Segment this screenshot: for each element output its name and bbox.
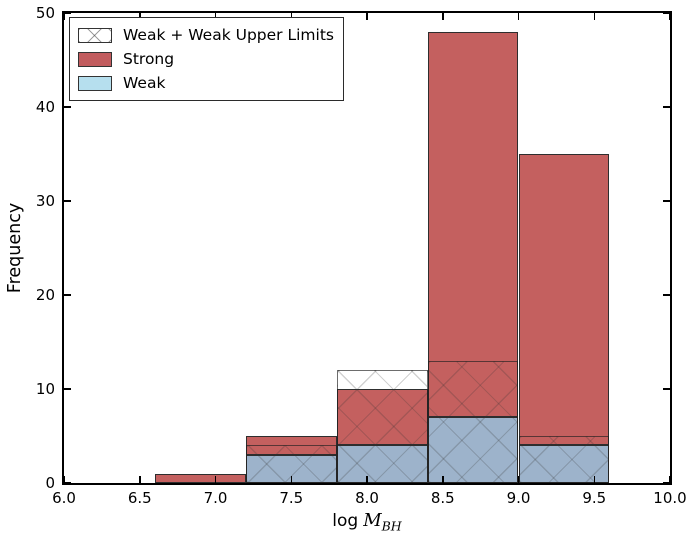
x-tick-label: 8.5 [430,489,455,507]
x-tick-labels: 6.0 6.5 7.0 7.5 8.0 8.5 9.0 9.5 10.0 [52,489,687,509]
legend-label-weak: Weak [123,74,166,92]
x-tick-bottom [214,476,217,483]
y-tick-right [663,200,670,202]
x-tick-label: 7.5 [279,489,304,507]
y-tick-right [663,388,670,390]
y-tick-left [64,13,71,14]
y-tick-left [64,388,71,390]
y-tick-left [64,200,71,202]
legend-swatch-strong-icon [78,51,112,67]
x-tick-top [139,13,141,20]
bar-segment-strong [518,154,610,446]
x-tick-label: 9.5 [582,489,607,507]
legend-swatch-hatched-icon [78,27,112,43]
bar-segment-hatched-overlay [518,436,610,483]
y-tick-label: 10 [35,380,55,398]
x-tick-top [290,13,292,20]
legend-swatch-weak-icon [78,75,112,91]
y-tick-label: 0 [45,474,55,492]
legend-label-weak-upper-limits: Weak + Weak Upper Limits [123,26,334,44]
y-tick-left [64,294,71,296]
y-tick-left [64,482,71,483]
y-tick-right [663,482,670,483]
x-axis-label-variable: M [363,510,382,531]
x-tick-top [593,13,595,20]
bar-segment-hatched-overlay [336,370,428,483]
legend-label-strong: Strong [123,50,175,68]
bar-segment-strong [154,473,246,483]
x-tick-top [669,13,670,20]
y-tick-labels: 0 10 20 30 40 50 [0,4,55,492]
x-tick-bottom [517,476,520,483]
legend-item-weak: Weak [78,73,334,93]
x-tick-bottom [366,476,368,483]
x-tick-top [442,13,444,20]
bar-segment-hatched-overlay [427,360,519,483]
bar-segment-strong [427,31,519,418]
x-tick-label: 8.0 [355,489,379,507]
x-tick-top [214,13,217,20]
y-tick-label: 30 [35,192,55,210]
x-tick-bottom [593,476,595,483]
legend: Weak + Weak Upper Limits Strong Weak [69,17,344,101]
x-tick-label: 6.0 [52,489,76,507]
x-tick-label: 10.0 [653,489,687,507]
x-tick-label: 6.5 [127,489,152,507]
x-tick-bottom [442,476,444,483]
y-tick-label: 20 [35,286,55,304]
x-axis-label-log: log [332,511,359,531]
y-tick-right [663,13,670,14]
x-tick-label: 9.0 [506,489,531,507]
legend-item-strong: Strong [78,49,334,69]
x-tick-bottom [290,476,292,483]
y-tick-label: 40 [35,98,55,116]
plot-canvas [64,13,670,483]
y-tick-right [663,294,670,296]
x-tick-bottom [139,476,141,483]
x-tick-top [517,13,520,20]
x-tick-top [64,13,65,20]
x-tick-bottom [64,476,65,483]
x-tick-bottom [669,476,670,483]
legend-item-weak-upper-limits: Weak + Weak Upper Limits [78,25,334,45]
x-tick-top [366,13,368,20]
y-tick-left [64,106,71,108]
y-tick-right [663,106,670,108]
plot-area: Weak + Weak Upper Limits Strong Weak [62,11,672,485]
x-tick-label: 7.0 [203,489,228,507]
x-axis-label: log MBH [64,510,670,533]
y-tick-label: 50 [35,4,55,22]
x-axis-label-subscript: BH [381,518,402,534]
